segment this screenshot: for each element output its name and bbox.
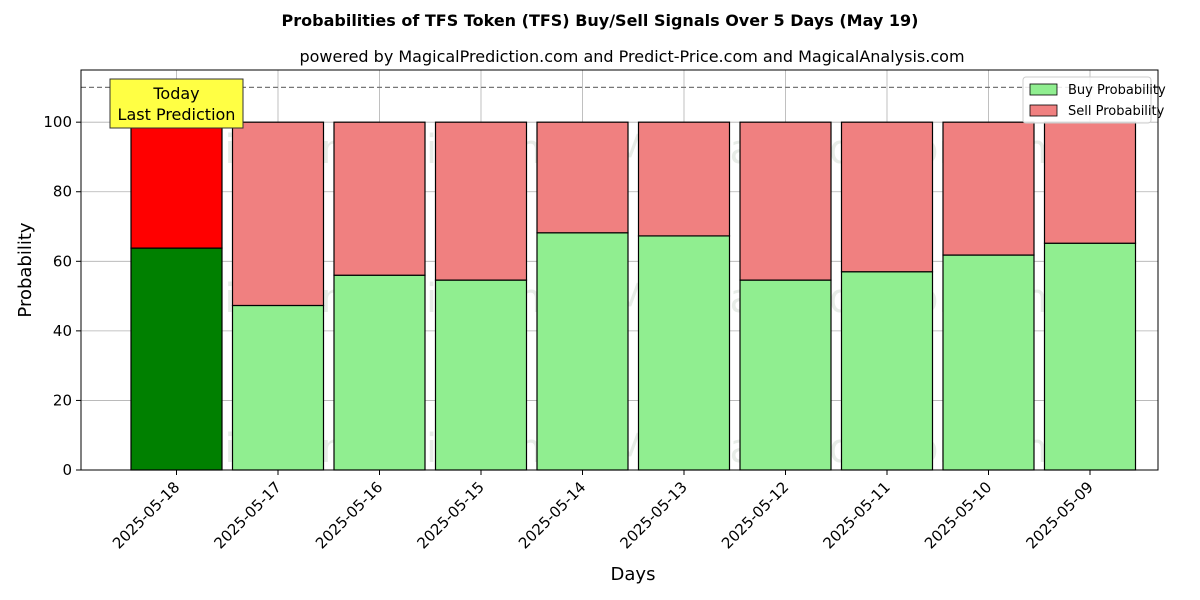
buy-bar — [333, 274, 426, 471]
buy-bar — [942, 254, 1035, 471]
x-tick-label: 2025-05-17 — [210, 478, 284, 552]
buy-bar — [130, 247, 223, 471]
legend-swatch — [1029, 83, 1058, 96]
chart-subtitle: powered by MagicalPrediction.com and Pre… — [299, 47, 964, 66]
legend: Buy Probability Sell Probability — [1022, 76, 1166, 124]
sell-bar — [130, 121, 223, 249]
annotation-box — [109, 78, 244, 129]
x-tick-label: 2025-05-14 — [515, 478, 589, 552]
sell-bar — [840, 121, 934, 273]
x-tick-label: 2025-05-18 — [109, 478, 183, 552]
x-tick-label: 2025-05-15 — [413, 478, 487, 552]
x-tick-label: 2025-05-16 — [312, 478, 386, 552]
buy-bar — [536, 232, 629, 471]
legend-swatch — [1029, 104, 1058, 117]
annotation-text: Today — [152, 84, 199, 103]
x-tick-label: 2025-05-09 — [1022, 478, 1096, 552]
x-axis: 2025-05-18 2025-05-17 2025-05-16 2025-05-15… — [109, 470, 1097, 552]
x-tick-label: 2025-05-12 — [718, 478, 792, 552]
bars — [130, 121, 1137, 471]
y-axis-label: Probability — [15, 222, 36, 317]
today-annotation: Today Last Prediction — [109, 78, 244, 129]
sell-bar — [942, 121, 1035, 256]
sell-bar — [536, 121, 629, 234]
sell-bar — [1043, 121, 1137, 244]
buy-bar — [231, 304, 325, 471]
buy-bar — [434, 279, 528, 471]
y-tick-label: 100 — [43, 113, 72, 131]
y-tick-label: 20 — [53, 391, 72, 409]
sell-bar — [333, 121, 426, 276]
legend-label: Sell Probability — [1068, 104, 1165, 119]
y-tick-label: 80 — [53, 183, 72, 201]
sell-bar — [739, 121, 832, 281]
sell-bar — [231, 121, 325, 307]
y-tick-label: 60 — [53, 252, 72, 270]
chart-title: Probabilities of TFS Token (TFS) Buy/Sel… — [282, 11, 919, 30]
sell-bar — [434, 121, 528, 281]
sell-bar — [637, 121, 731, 237]
plot-area — [80, 69, 1159, 471]
buy-bar — [1043, 242, 1137, 471]
annotation-text: Last Prediction — [118, 105, 236, 124]
x-tick-label: 2025-05-13 — [616, 478, 690, 552]
x-tick-label: 2025-05-10 — [921, 478, 995, 552]
legend-label: Buy Probability — [1068, 83, 1166, 98]
y-tick-label: 40 — [53, 322, 72, 340]
buy-bar — [637, 235, 731, 471]
buy-bar — [840, 271, 934, 471]
x-tick-label: 2025-05-11 — [819, 478, 893, 552]
buy-bar — [739, 279, 832, 471]
x-axis-label: Days — [611, 564, 656, 585]
y-axis: 0 20 40 60 80 100 — [43, 113, 81, 479]
y-tick-label: 0 — [62, 461, 72, 479]
